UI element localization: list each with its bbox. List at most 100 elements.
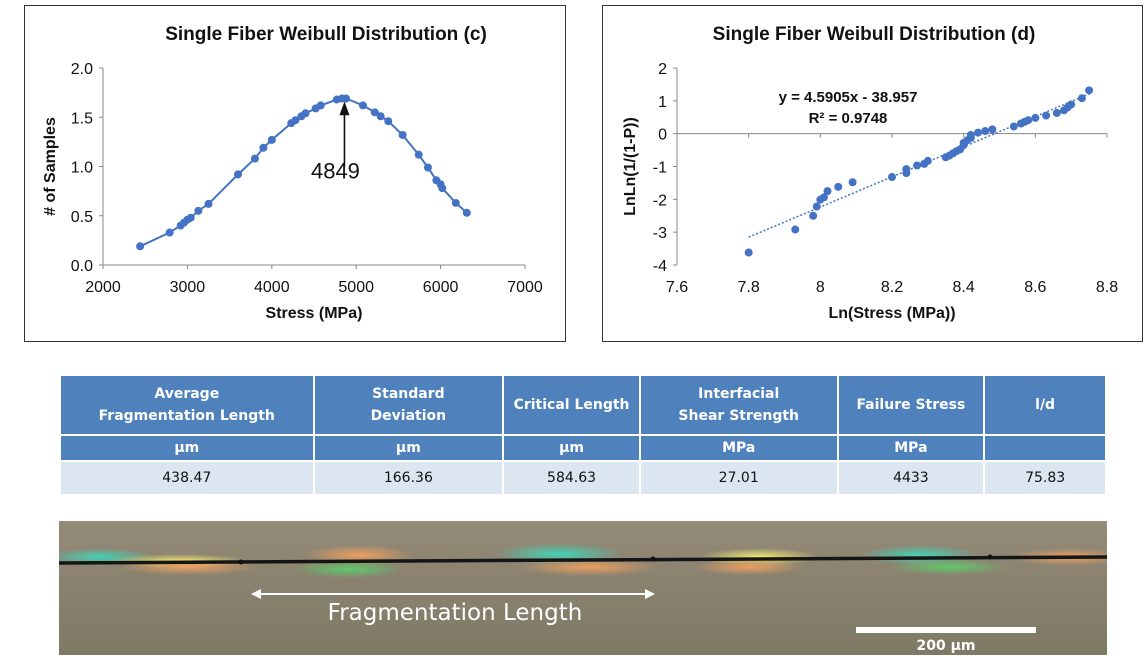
data-point (819, 193, 828, 202)
y-tick-label: 1.5 (71, 110, 93, 127)
table-header-row: Average Fragmentation Length Standard De… (61, 376, 1105, 436)
data-point (981, 127, 990, 136)
value-cell: 166.36 (314, 462, 503, 494)
data-point (744, 248, 753, 257)
data-point (398, 130, 407, 139)
header-avg-frag-length: Average Fragmentation Length (98, 386, 275, 424)
value-cell: 584.63 (504, 462, 639, 494)
trendline-r2: R² = 0.9748 (809, 110, 888, 127)
data-point (1009, 122, 1018, 131)
x-axis-label: Ln(Stress (MPa)) (828, 305, 955, 322)
data-point (291, 116, 300, 125)
data-point (370, 108, 379, 117)
x-tick-label: 6000 (423, 279, 459, 296)
x-tick-label: 2000 (85, 279, 121, 296)
y-tick-label: -2 (653, 192, 667, 209)
chart-c-plot: Single Fiber Weibull Distribution (c) 0.0… (42, 24, 543, 322)
data-point (834, 182, 843, 191)
x-axis-label: Stress (MPa) (266, 305, 363, 322)
unit-cell (985, 436, 1105, 462)
x-tick-label: 8 (816, 279, 825, 296)
value-cell: 27.01 (640, 462, 837, 494)
data-point (234, 170, 243, 179)
data-point (791, 225, 800, 234)
data-point (888, 173, 896, 182)
data-point (812, 202, 821, 211)
data-point (301, 109, 310, 118)
data-point (902, 165, 911, 174)
x-tick-label: 8.6 (1024, 279, 1046, 296)
data-point (384, 117, 393, 126)
header-failure-stress: Failure Stress (856, 397, 966, 413)
header-cell: Standard Deviation (314, 376, 503, 436)
data-point (186, 213, 195, 222)
unit-cell: µm (504, 436, 639, 462)
y-tick-label: 2 (658, 61, 667, 78)
data-point (1024, 116, 1033, 125)
y-tick-label: 0.5 (71, 209, 93, 226)
y-tick-label: -3 (653, 225, 667, 242)
data-point (974, 128, 982, 137)
chart-d-plot: Single Fiber Weibull Distribution (d) -4 -… (622, 24, 1118, 322)
data-point (1085, 86, 1094, 95)
header-cell: Average Fragmentation Length (61, 376, 313, 436)
y-axis-label: # of Samples (42, 117, 59, 216)
series-line (139, 97, 468, 248)
data-point (342, 94, 351, 103)
data-point (267, 135, 276, 144)
data-point (259, 143, 268, 152)
scale-bar-label: 200 µm (917, 638, 976, 654)
data-point (809, 211, 818, 220)
chart-title: Single Fiber Weibull Distribution (c) (165, 24, 487, 45)
y-tick-label: -4 (653, 258, 667, 275)
chart-title: Single Fiber Weibull Distribution (d) (713, 24, 1036, 45)
data-point (1067, 100, 1076, 109)
data-point (1031, 113, 1040, 122)
unit-cell: µm (314, 436, 503, 462)
y-tick-label: 0 (658, 127, 667, 144)
header-cell: Interfacial Shear Strength (640, 376, 837, 436)
fiber-line (59, 555, 1107, 565)
micrograph-graphic: Fragmentation Length 200 µm (59, 543, 1107, 654)
table-row: 438.47 166.36 584.63 27.01 4433 75.83 (61, 462, 1105, 494)
data-point (462, 208, 471, 217)
trendline-equation: y = 4.5905x - 38.957 (779, 89, 918, 106)
data-point (988, 125, 997, 134)
chart-c: Single Fiber Weibull Distribution (c) 0.0… (24, 5, 566, 342)
scale-bar (856, 627, 1036, 633)
y-tick-label: 0.0 (71, 258, 93, 275)
fragmentation-length-label: Fragmentation Length (328, 600, 583, 626)
data-point (204, 199, 213, 208)
header-cell: Critical Length (504, 376, 639, 436)
fiber-break (650, 556, 656, 562)
annotation-label: 4849 (311, 158, 360, 183)
data-point (966, 130, 975, 139)
header-cell: l/d (985, 376, 1105, 436)
y-tick-label: -1 (653, 160, 667, 177)
data-point (194, 206, 203, 215)
x-tick-label: 4000 (254, 279, 290, 296)
chart-d: Single Fiber Weibull Distribution (d) -4 -… (602, 5, 1143, 342)
table-units-row: µm µm µm MPa MPa (61, 436, 1105, 462)
x-tick-label: 7000 (507, 279, 543, 296)
data-point (823, 187, 832, 196)
data-point (376, 112, 385, 121)
x-tick-label: 3000 (170, 279, 206, 296)
fiber-micrograph: Fragmentation Length 200 µm (59, 521, 1107, 655)
data-point (451, 198, 460, 207)
data-point (913, 161, 922, 170)
results-table: Average Fragmentation Length Standard De… (59, 376, 1107, 494)
value-cell: 75.83 (985, 462, 1105, 494)
header-std-dev: Standard Deviation (370, 386, 447, 424)
y-tick-label: 2.0 (71, 61, 93, 78)
x-tick-label: 8.2 (881, 279, 903, 296)
fiber-break (987, 554, 993, 560)
y-tick-label: 1.0 (71, 160, 93, 177)
header-l-d: l/d (1035, 397, 1056, 413)
x-tick-label: 5000 (338, 279, 374, 296)
data-point (1077, 94, 1086, 103)
data-point (848, 178, 857, 187)
unit-cell: MPa (838, 436, 984, 462)
fiber-break (238, 559, 244, 565)
x-tick-label: 8.8 (1096, 279, 1118, 296)
